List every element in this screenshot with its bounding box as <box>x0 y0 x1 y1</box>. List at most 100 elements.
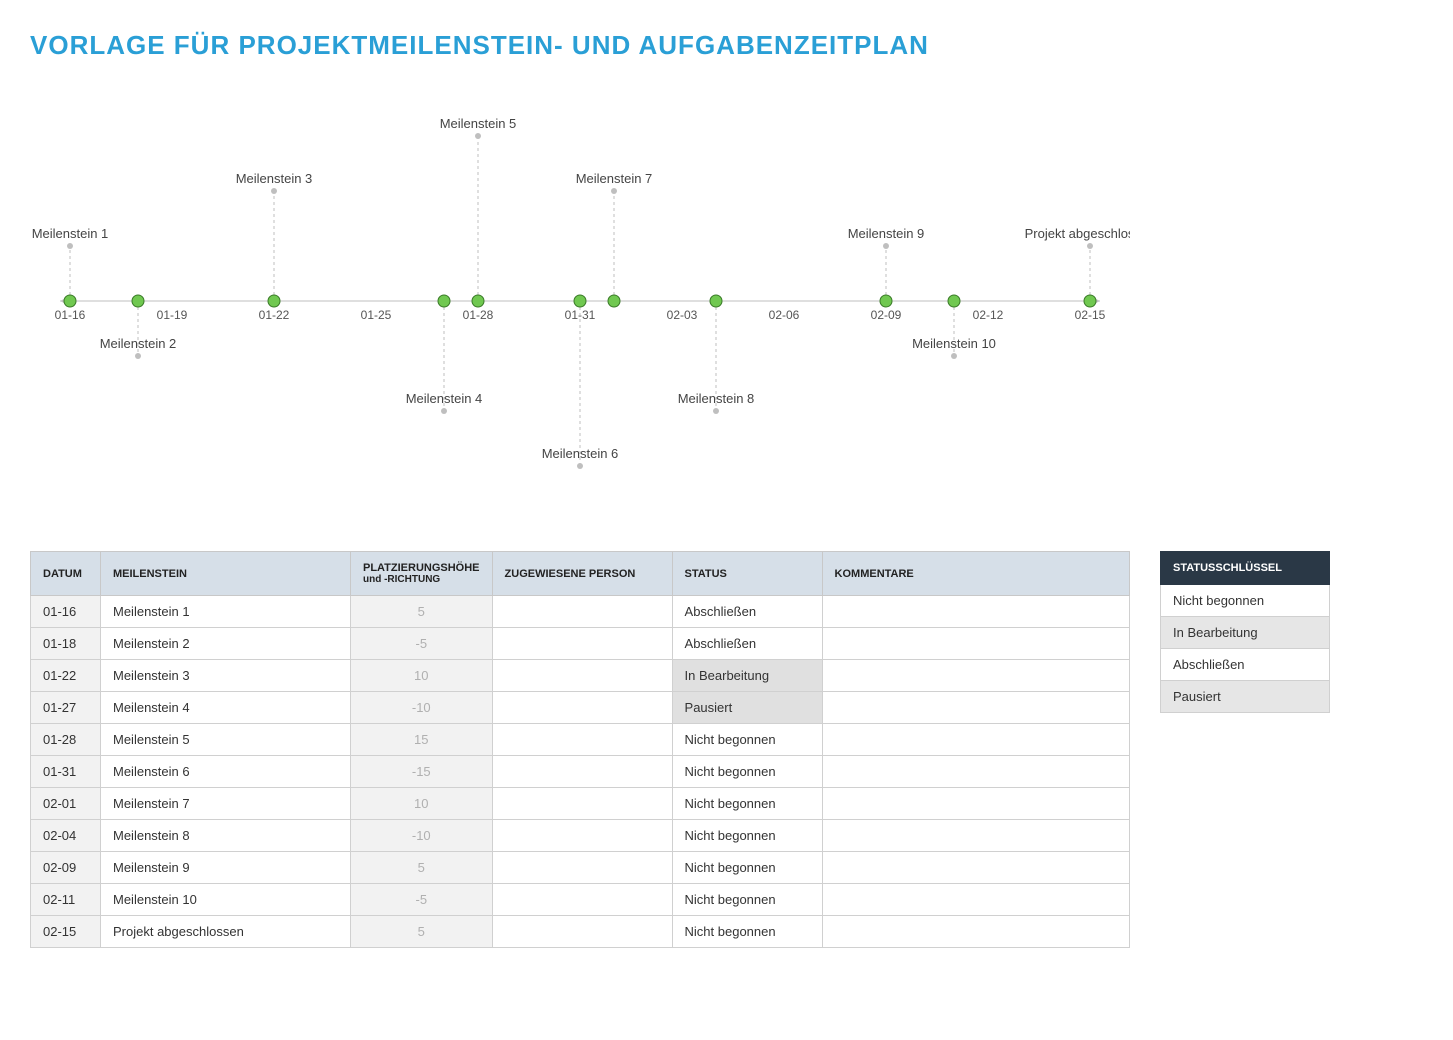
cell-assignee <box>492 628 672 660</box>
status-key-row: Abschließen <box>1161 649 1330 681</box>
status-key-header: STATUSSCHLÜSSEL <box>1161 552 1330 585</box>
status-key-item: Nicht begonnen <box>1161 585 1330 617</box>
svg-text:Meilenstein 5: Meilenstein 5 <box>440 116 517 131</box>
col-placement: PLATZIERUNGSHÖHE und -RICHTUNG <box>351 552 493 596</box>
cell-status: Abschließen <box>672 596 822 628</box>
cell-placement: 5 <box>351 852 493 884</box>
cell-milestone: Meilenstein 7 <box>101 788 351 820</box>
cell-placement: 15 <box>351 724 493 756</box>
cell-date: 01-31 <box>31 756 101 788</box>
cell-placement: -5 <box>351 884 493 916</box>
cell-date: 02-04 <box>31 820 101 852</box>
cell-comments <box>822 756 1129 788</box>
cell-placement: -15 <box>351 756 493 788</box>
cell-comments <box>822 660 1129 692</box>
svg-text:Meilenstein 2: Meilenstein 2 <box>100 336 177 351</box>
svg-text:Meilenstein 6: Meilenstein 6 <box>542 446 619 461</box>
svg-text:01-22: 01-22 <box>259 308 290 322</box>
cell-comments <box>822 596 1129 628</box>
cell-milestone: Projekt abgeschlossen <box>101 916 351 948</box>
svg-text:02-06: 02-06 <box>769 308 800 322</box>
cell-milestone: Meilenstein 1 <box>101 596 351 628</box>
cell-date: 02-09 <box>31 852 101 884</box>
col-date: DATUM <box>31 552 101 596</box>
status-key-row: In Bearbeitung <box>1161 617 1330 649</box>
cell-comments <box>822 820 1129 852</box>
table-row: 01-27Meilenstein 4-10 Pausiert <box>31 692 1130 724</box>
col-placement-l1: PLATZIERUNGSHÖHE <box>363 562 480 574</box>
table-row: 01-28Meilenstein 515 Nicht begonnen <box>31 724 1130 756</box>
cell-milestone: Meilenstein 8 <box>101 820 351 852</box>
cell-placement: 10 <box>351 660 493 692</box>
cell-placement: 10 <box>351 788 493 820</box>
cell-date: 01-22 <box>31 660 101 692</box>
svg-text:Meilenstein 1: Meilenstein 1 <box>32 226 109 241</box>
status-key-row: Pausiert <box>1161 681 1330 713</box>
cell-comments <box>822 724 1129 756</box>
svg-text:Meilenstein 8: Meilenstein 8 <box>678 391 755 406</box>
table-header-row: DATUM MEILENSTEIN PLATZIERUNGSHÖHE und -… <box>31 552 1130 596</box>
cell-comments <box>822 916 1129 948</box>
cell-assignee <box>492 724 672 756</box>
cell-placement: -10 <box>351 692 493 724</box>
cell-status: Nicht begonnen <box>672 916 822 948</box>
cell-milestone: Meilenstein 6 <box>101 756 351 788</box>
table-row: 02-01Meilenstein 710 Nicht begonnen <box>31 788 1130 820</box>
cell-assignee <box>492 660 672 692</box>
cell-status: Abschließen <box>672 628 822 660</box>
status-key-row: Nicht begonnen <box>1161 585 1330 617</box>
cell-placement: -10 <box>351 820 493 852</box>
svg-text:Projekt abgeschlossen: Projekt abgeschlossen <box>1025 226 1130 241</box>
col-milestone: MEILENSTEIN <box>101 552 351 596</box>
cell-assignee <box>492 852 672 884</box>
table-row: 02-11Meilenstein 10-5Nicht begonnen <box>31 884 1130 916</box>
cell-assignee <box>492 884 672 916</box>
cell-status: Nicht begonnen <box>672 724 822 756</box>
svg-text:02-15: 02-15 <box>1075 308 1106 322</box>
cell-status: Pausiert <box>672 692 822 724</box>
cell-placement: 5 <box>351 916 493 948</box>
svg-text:02-12: 02-12 <box>973 308 1004 322</box>
cell-assignee <box>492 916 672 948</box>
cell-status: Nicht begonnen <box>672 788 822 820</box>
cell-date: 01-16 <box>31 596 101 628</box>
cell-milestone: Meilenstein 5 <box>101 724 351 756</box>
cell-comments <box>822 788 1129 820</box>
cell-assignee <box>492 788 672 820</box>
cell-date: 02-01 <box>31 788 101 820</box>
col-assignee: ZUGEWIESENE PERSON <box>492 552 672 596</box>
timeline-chart: 01-1601-1901-2201-2501-2801-3102-0302-06… <box>30 101 1423 501</box>
col-status: STATUS <box>672 552 822 596</box>
cell-milestone: Meilenstein 10 <box>101 884 351 916</box>
status-key-table: STATUSSCHLÜSSEL Nicht begonnenIn Bearbei… <box>1160 551 1330 713</box>
table-row: 01-22Meilenstein 310In Bearbeitung <box>31 660 1130 692</box>
table-row: 02-15Projekt abgeschlossen5 Nicht begonne… <box>31 916 1130 948</box>
milestone-table: DATUM MEILENSTEIN PLATZIERUNGSHÖHE und -… <box>30 551 1130 948</box>
svg-text:Meilenstein 4: Meilenstein 4 <box>406 391 483 406</box>
cell-comments <box>822 692 1129 724</box>
svg-text:02-03: 02-03 <box>667 308 698 322</box>
status-key-item: In Bearbeitung <box>1161 617 1330 649</box>
page-title: VORLAGE FÜR PROJEKTMEILENSTEIN- UND AUFG… <box>30 30 1423 61</box>
cell-assignee <box>492 820 672 852</box>
svg-text:01-25: 01-25 <box>361 308 392 322</box>
svg-text:02-09: 02-09 <box>871 308 902 322</box>
status-key-item: Abschließen <box>1161 649 1330 681</box>
cell-milestone: Meilenstein 3 <box>101 660 351 692</box>
cell-milestone: Meilenstein 9 <box>101 852 351 884</box>
cell-assignee <box>492 692 672 724</box>
cell-assignee <box>492 596 672 628</box>
status-key-item: Pausiert <box>1161 681 1330 713</box>
cell-date: 01-27 <box>31 692 101 724</box>
cell-milestone: Meilenstein 4 <box>101 692 351 724</box>
cell-date: 02-15 <box>31 916 101 948</box>
svg-text:Meilenstein 3: Meilenstein 3 <box>236 171 313 186</box>
svg-text:Meilenstein 9: Meilenstein 9 <box>848 226 925 241</box>
cell-date: 02-11 <box>31 884 101 916</box>
svg-text:Meilenstein 10: Meilenstein 10 <box>912 336 996 351</box>
svg-text:01-16: 01-16 <box>55 308 86 322</box>
cell-date: 01-28 <box>31 724 101 756</box>
table-row: 02-09Meilenstein 95Nicht begonnen <box>31 852 1130 884</box>
col-comments: KOMMENTARE <box>822 552 1129 596</box>
timeline-svg: 01-1601-1901-2201-2501-2801-3102-0302-06… <box>30 101 1130 501</box>
